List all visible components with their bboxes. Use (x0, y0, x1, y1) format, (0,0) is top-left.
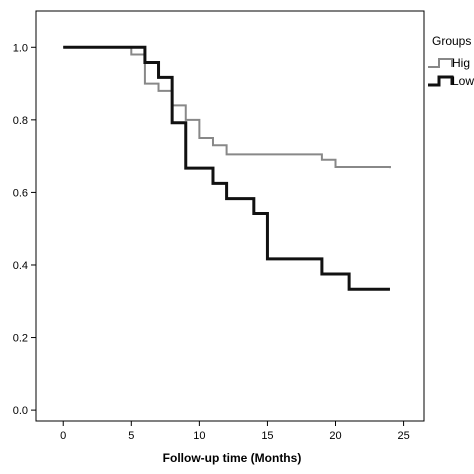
x-tick-label: 5 (128, 430, 134, 442)
y-tick-label: 0.6 (13, 187, 28, 199)
x-tick-label: 15 (261, 430, 273, 442)
legend-title: Groups (432, 34, 471, 48)
x-tick-label: 10 (193, 430, 205, 442)
legend-label-hig: Hig (452, 56, 470, 70)
legend-swatch-hig (428, 58, 453, 68)
x-axis-title: Follow-up time (Months) (163, 451, 302, 465)
series-line-hig (63, 46, 391, 169)
legend: Groups Hig Low (428, 34, 474, 88)
legend-label-low: Low (452, 74, 474, 88)
y-tick-label: 0.2 (13, 333, 28, 345)
y-tick-label: 0.8 (13, 115, 28, 127)
series-line-low (63, 45, 390, 291)
y-axis: 0.0 0.2 0.4 0.6 0.8 1.0 (13, 42, 36, 417)
y-tick-label: 0.4 (13, 260, 28, 272)
legend-swatch-low (428, 75, 454, 87)
x-axis: 0 5 10 15 20 25 (60, 421, 410, 442)
x-tick-label: 0 (60, 430, 66, 442)
y-tick-label: 1.0 (13, 42, 28, 54)
series-layer (63, 45, 391, 291)
x-tick-label: 20 (329, 430, 341, 442)
plot-frame (35, 10, 425, 422)
y-tick-label: 0.0 (13, 405, 28, 417)
x-tick-label: 25 (397, 430, 409, 442)
